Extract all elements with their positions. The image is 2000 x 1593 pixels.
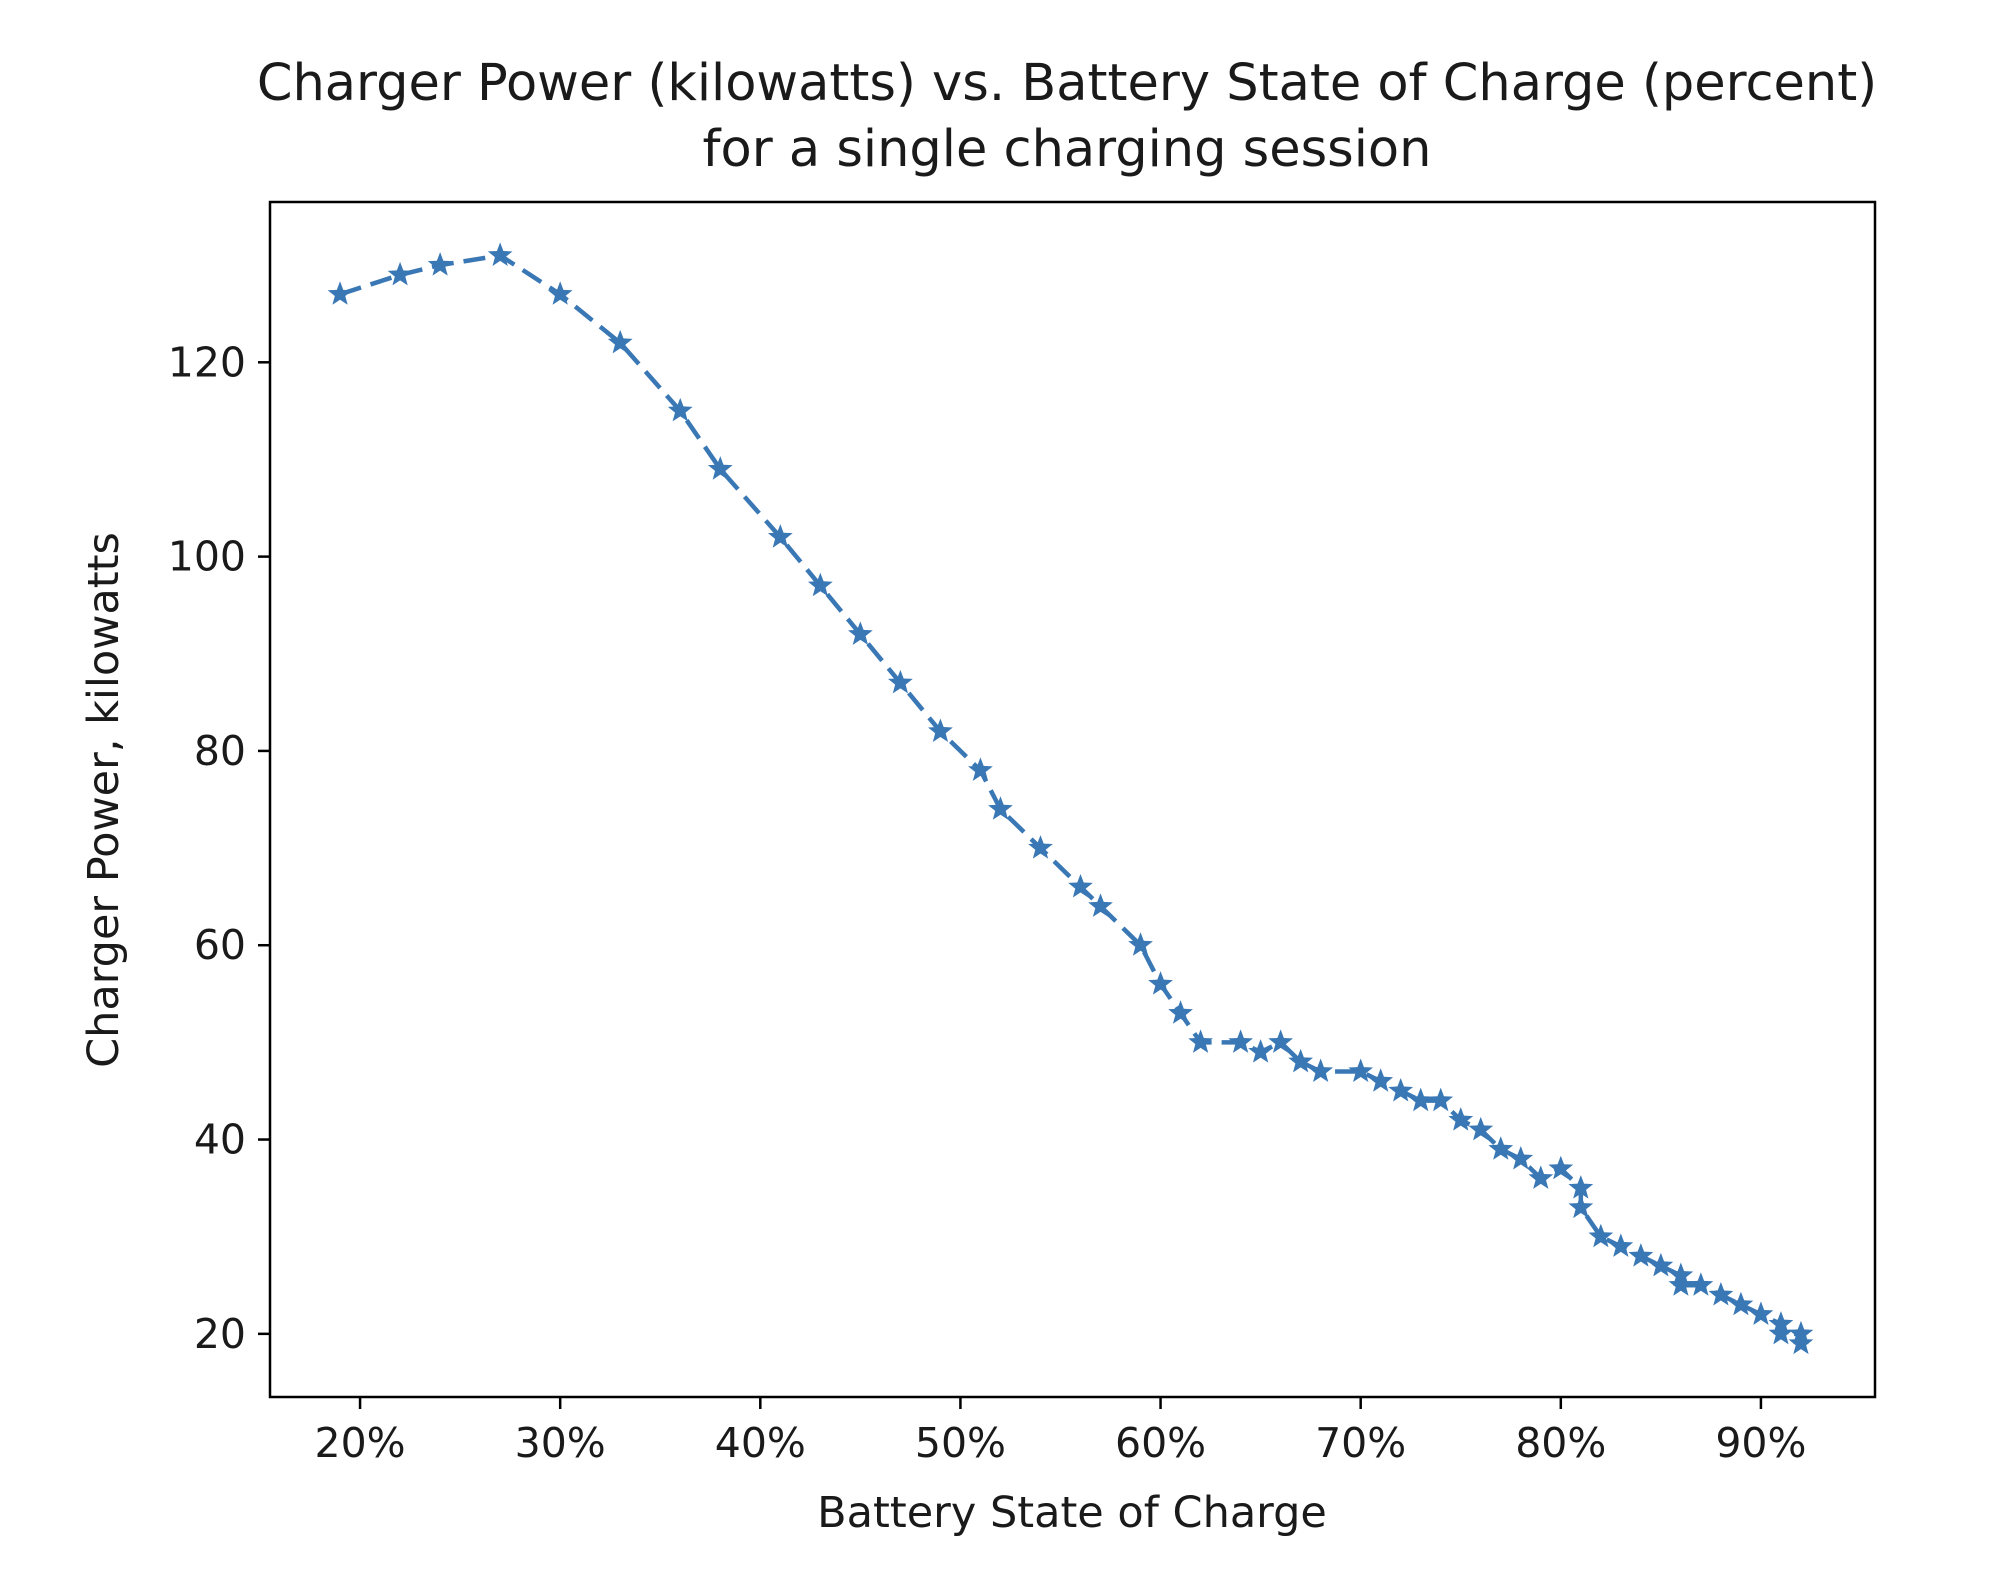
- data-point: [1508, 1145, 1534, 1170]
- x-tick-label: 40%: [715, 1419, 806, 1467]
- data-point: [607, 329, 633, 354]
- data-point: [1088, 893, 1113, 917]
- data-point: [1548, 1155, 1574, 1180]
- data-point: [807, 572, 833, 597]
- data-point: [1388, 1077, 1414, 1102]
- data-point: [1308, 1058, 1334, 1083]
- y-axis-label: Charger Power, kilowatts: [79, 532, 129, 1068]
- x-tick-label: 30%: [515, 1419, 606, 1467]
- x-tick-label: 70%: [1315, 1419, 1406, 1467]
- data-point: [767, 524, 793, 548]
- series-layer: [327, 242, 1814, 1355]
- data-point: [1288, 1048, 1314, 1073]
- data-point: [1268, 1029, 1293, 1053]
- data-point: [1028, 835, 1053, 859]
- data-point: [1168, 1000, 1193, 1024]
- data-point: [888, 669, 913, 694]
- x-tick-label: 20%: [314, 1419, 405, 1467]
- data-point: [1788, 1330, 1814, 1355]
- data-point: [667, 397, 693, 422]
- y-tick-label: 20: [194, 1310, 246, 1358]
- data-point: [1248, 1039, 1273, 1063]
- chart-subtitle: for a single charging session: [703, 120, 1432, 179]
- x-tick-label: 80%: [1515, 1419, 1606, 1467]
- data-point: [1588, 1223, 1614, 1248]
- data-point: [1148, 971, 1173, 995]
- x-tick-label: 50%: [915, 1419, 1006, 1467]
- y-tick-label: 80: [194, 727, 246, 775]
- data-point: [1768, 1320, 1794, 1345]
- data-point: [487, 242, 513, 266]
- y-tick-label: 40: [194, 1116, 246, 1164]
- data-point: [427, 252, 453, 276]
- data-point: [1428, 1087, 1454, 1112]
- data-point: [988, 796, 1013, 820]
- data-point: [1488, 1136, 1514, 1160]
- data-point: [1528, 1165, 1554, 1189]
- data-point: [1668, 1272, 1694, 1296]
- data-point: [1568, 1175, 1594, 1199]
- data-point: [1068, 873, 1093, 898]
- data-point: [1408, 1087, 1434, 1112]
- data-point: [1628, 1243, 1654, 1267]
- x-axis: 20% 30% 40% 50% 60% 70% 80% 90%: [314, 1397, 1806, 1467]
- data-point: [1688, 1272, 1714, 1296]
- data-point: [547, 281, 573, 305]
- x-tick-label: 90%: [1715, 1419, 1806, 1467]
- data-point: [1728, 1291, 1754, 1316]
- data-point: [387, 261, 413, 286]
- y-tick-label: 120: [168, 338, 246, 386]
- data-point: [1608, 1233, 1634, 1257]
- data-point: [848, 621, 873, 645]
- data-point: [1448, 1107, 1474, 1131]
- y-tick-label: 60: [194, 921, 246, 969]
- data-point: [1128, 932, 1153, 956]
- data-point: [1708, 1281, 1734, 1306]
- plot-frame: [268, 200, 1877, 1399]
- data-point: [1568, 1194, 1594, 1219]
- data-point: [327, 281, 353, 305]
- data-point: [707, 456, 733, 480]
- y-axis: 20 40 60 80 100 120: [168, 338, 270, 1358]
- data-point: [1648, 1252, 1674, 1277]
- data-point: [1468, 1116, 1494, 1141]
- data-point: [928, 718, 953, 743]
- data-point: [968, 757, 993, 781]
- data-point: [1188, 1029, 1213, 1053]
- chart-title: Charger Power (kilowatts) vs. Battery St…: [257, 54, 1877, 113]
- y-tick-label: 100: [168, 533, 246, 581]
- data-point: [1228, 1029, 1253, 1053]
- data-point: [1748, 1301, 1774, 1325]
- x-tick-label: 60%: [1115, 1419, 1206, 1467]
- data-point: [1348, 1058, 1374, 1083]
- x-axis-label: Battery State of Charge: [817, 1488, 1327, 1538]
- data-point: [1368, 1068, 1394, 1092]
